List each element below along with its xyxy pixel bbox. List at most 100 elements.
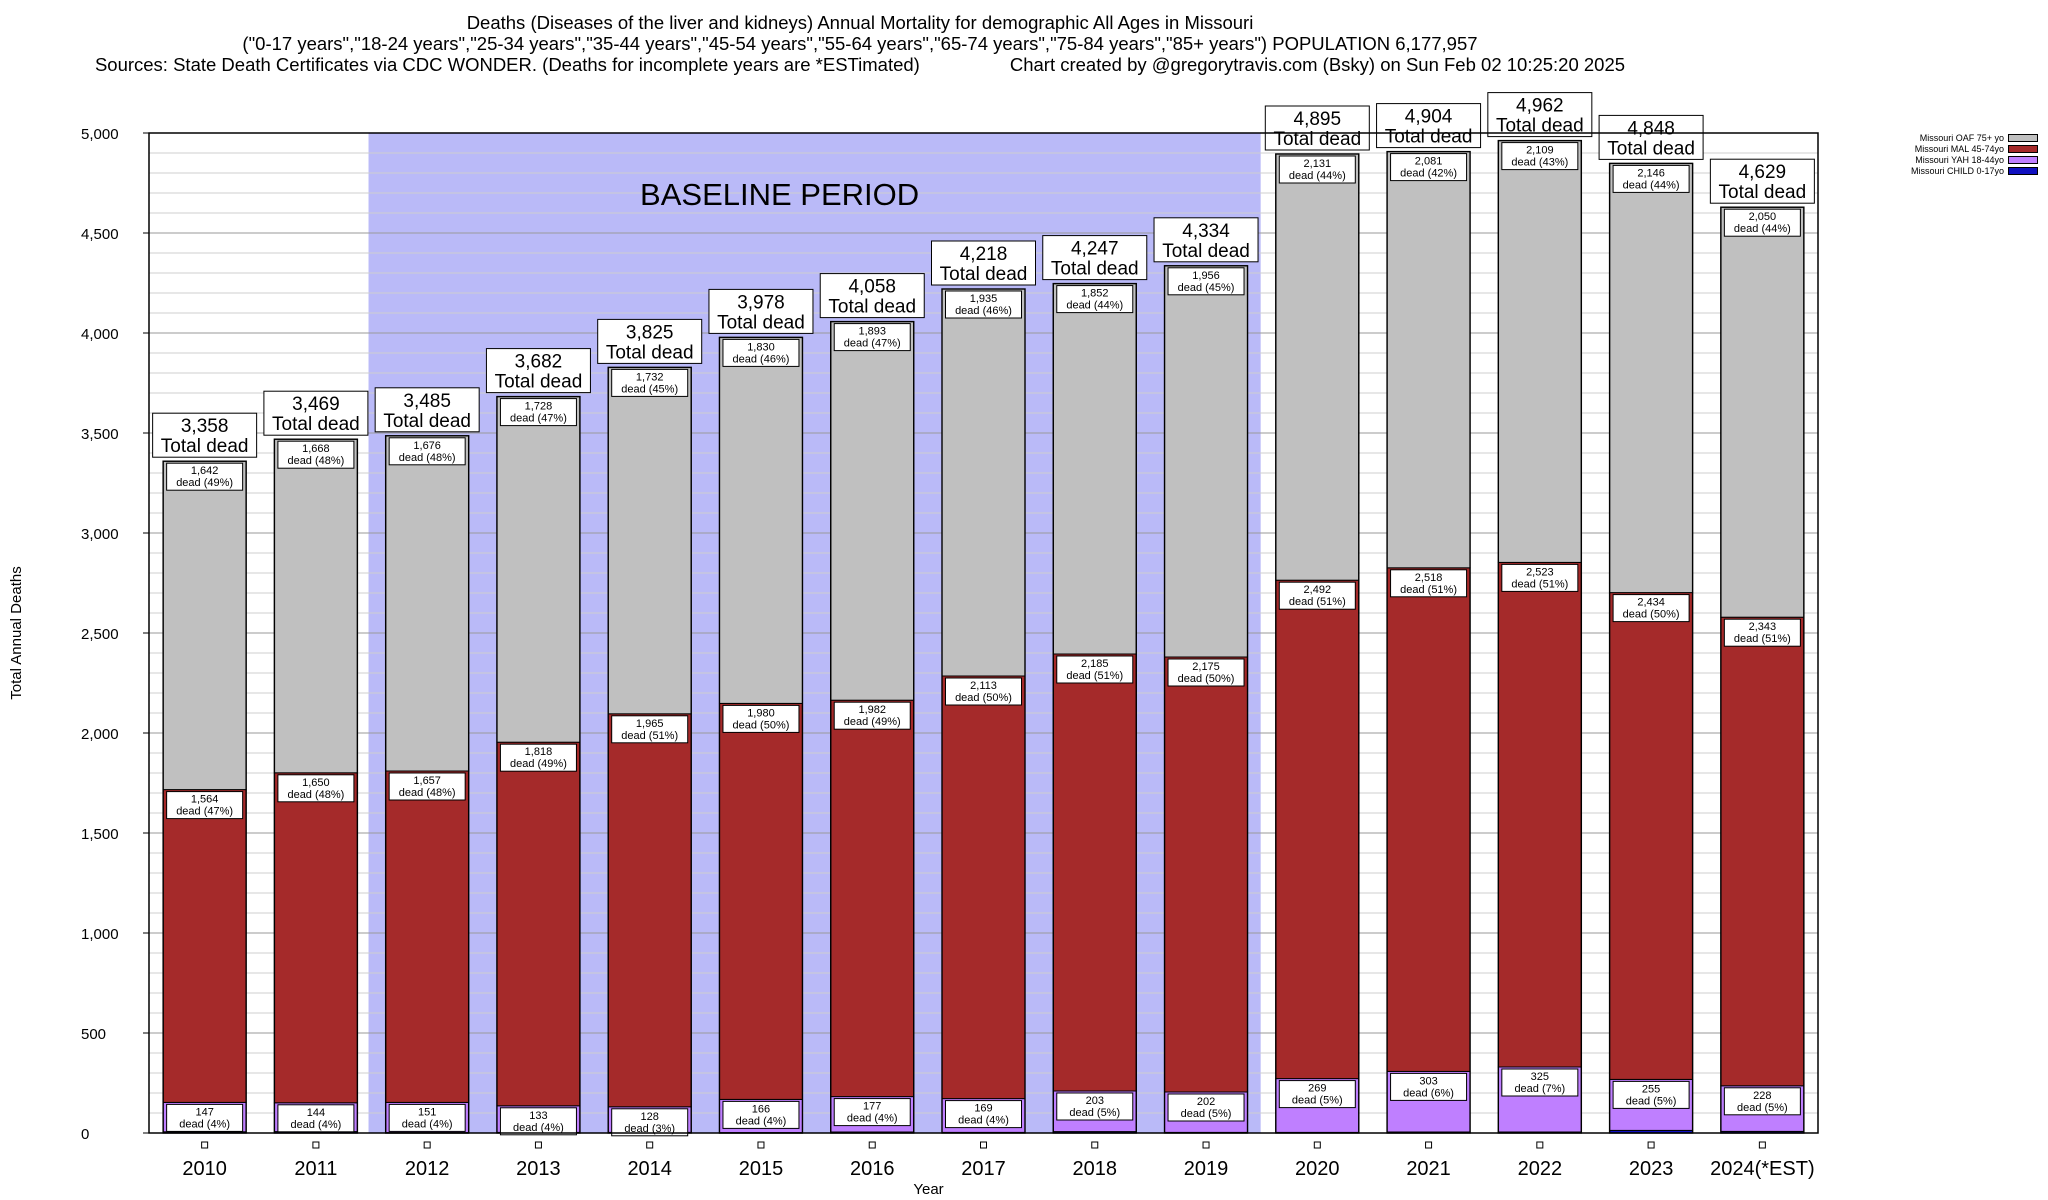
data-label-box bbox=[722, 704, 800, 733]
data-label-percent: dead (4%) bbox=[291, 1119, 342, 1131]
x-tick-label: 2014 bbox=[627, 1158, 672, 1180]
x-tick-label: 2023 bbox=[1629, 1158, 1674, 1180]
total-label-suffix: Total dead bbox=[940, 264, 1028, 285]
bar-segment bbox=[830, 699, 915, 1098]
data-label-value: 303 bbox=[1419, 1075, 1437, 1087]
total-label-suffix: Total dead bbox=[272, 414, 360, 435]
bar-segment bbox=[1164, 656, 1249, 1093]
data-label-percent: dead (3%) bbox=[624, 1123, 675, 1135]
data-label-value: 1,893 bbox=[858, 326, 886, 338]
data-label-box bbox=[1501, 1068, 1579, 1097]
total-label-box bbox=[1598, 114, 1704, 160]
data-label-value: 1,668 bbox=[302, 443, 330, 455]
total-label-box bbox=[1153, 217, 1259, 263]
data-label-value: 166 bbox=[752, 1103, 770, 1115]
data-label-box bbox=[1056, 1092, 1134, 1121]
title-line-1: Deaths (Diseases of the liver and kidney… bbox=[466, 12, 1254, 33]
bar-segment bbox=[607, 713, 692, 1108]
data-label-value: 2,185 bbox=[1081, 658, 1109, 670]
total-label-suffix: Total dead bbox=[1607, 138, 1695, 159]
total-label-suffix: Total dead bbox=[495, 372, 583, 393]
bar-segment bbox=[385, 770, 470, 1103]
data-label-value: 151 bbox=[418, 1106, 436, 1118]
x-tick-label: 2011 bbox=[294, 1158, 337, 1180]
bar-segment bbox=[1164, 265, 1249, 658]
data-label-box bbox=[499, 1107, 577, 1136]
data-label-percent: dead (7%) bbox=[1514, 1083, 1565, 1095]
data-label-percent: dead (44%) bbox=[1289, 170, 1346, 182]
data-label-percent: dead (4%) bbox=[513, 1122, 564, 1134]
data-label-value: 2,081 bbox=[1415, 156, 1443, 168]
data-label-percent: dead (44%) bbox=[1066, 300, 1123, 312]
data-label-percent: dead (48%) bbox=[399, 787, 456, 799]
total-label-value: 4,962 bbox=[1516, 96, 1564, 117]
legend-label: Missouri CHILD 0-17yo bbox=[1910, 165, 2004, 176]
total-label-suffix: Total dead bbox=[1162, 241, 1250, 262]
chart-title: Deaths (Diseases of the liver and kidney… bbox=[0, 12, 1720, 75]
total-label-suffix: Total dead bbox=[1051, 259, 1139, 280]
data-label-percent: dead (47%) bbox=[176, 806, 233, 818]
data-label-box bbox=[1501, 563, 1579, 592]
x-tick-label: 2022 bbox=[1518, 1158, 1563, 1180]
data-label-percent: dead (5%) bbox=[1292, 1095, 1343, 1107]
data-label-box bbox=[833, 701, 911, 730]
legend-item-mal: Missouri MAL 45-74yo bbox=[1888, 143, 2038, 154]
data-label-percent: dead (51%) bbox=[1734, 633, 1791, 645]
data-label-box bbox=[1056, 285, 1134, 314]
data-label-value: 1,982 bbox=[858, 704, 886, 716]
bar-segment bbox=[941, 288, 1026, 677]
bar-segment bbox=[941, 675, 1026, 1100]
x-tick-label: 2018 bbox=[1073, 1158, 1118, 1180]
data-label-value: 128 bbox=[641, 1111, 659, 1123]
data-label-box bbox=[945, 290, 1022, 319]
legend-swatch bbox=[2008, 144, 2038, 153]
data-label-percent: dead (45%) bbox=[1178, 282, 1235, 294]
data-label-percent: dead (4%) bbox=[179, 1118, 230, 1130]
total-label-box bbox=[597, 318, 703, 364]
data-label-value: 1,965 bbox=[636, 718, 664, 730]
y-tick-label: 1,500 bbox=[81, 826, 119, 843]
data-label-percent: dead (51%) bbox=[1289, 596, 1346, 608]
data-label-box bbox=[611, 368, 689, 397]
data-label-box bbox=[166, 462, 244, 491]
x-tick-label: 2024(*EST) bbox=[1710, 1158, 1815, 1180]
bar-segment bbox=[1720, 206, 1805, 618]
data-label-value: 2,518 bbox=[1415, 572, 1443, 584]
legend-item-child: Missouri CHILD 0-17yo bbox=[1888, 165, 2038, 176]
total-label-box bbox=[263, 390, 369, 436]
data-label-percent: dead (44%) bbox=[1734, 223, 1791, 235]
x-marker bbox=[646, 1141, 654, 1149]
data-label-percent: dead (51%) bbox=[621, 730, 678, 742]
data-label-box bbox=[833, 323, 911, 352]
data-label-box bbox=[277, 1104, 355, 1133]
bar-segment bbox=[1275, 153, 1360, 581]
data-label-value: 1,657 bbox=[413, 775, 441, 787]
x-marker bbox=[868, 1141, 876, 1149]
y-tick-label: 5,000 bbox=[81, 126, 119, 143]
title-line-2: ("0-17 years","18-24 years","25-34 years… bbox=[242, 33, 1478, 54]
data-label-box bbox=[722, 1100, 800, 1129]
x-tick-label: 2012 bbox=[405, 1158, 450, 1180]
data-label-value: 1,732 bbox=[636, 371, 664, 383]
x-tick-label: 2019 bbox=[1184, 1158, 1229, 1180]
data-label-value: 1,830 bbox=[747, 341, 775, 353]
data-label-box bbox=[499, 398, 577, 427]
total-label-value: 3,358 bbox=[181, 416, 229, 437]
data-label-value: 202 bbox=[1197, 1096, 1215, 1108]
total-label-box bbox=[1709, 158, 1815, 204]
data-label-box bbox=[611, 715, 689, 744]
x-axis-label: Year bbox=[913, 1181, 943, 1198]
data-label-value: 1,650 bbox=[302, 777, 330, 789]
title-sources: Sources: State Death Certificates via CD… bbox=[94, 54, 920, 75]
bar-segment bbox=[273, 772, 358, 1104]
y-tick-label: 500 bbox=[81, 1026, 106, 1043]
data-label-percent: dead (44%) bbox=[1623, 179, 1680, 191]
data-label-box bbox=[499, 743, 577, 772]
x-marker bbox=[1425, 1141, 1433, 1149]
data-label-box bbox=[1723, 618, 1801, 647]
data-label-percent: dead (42%) bbox=[1400, 168, 1457, 180]
y-tick-label: 3,000 bbox=[81, 526, 119, 543]
data-label-value: 1,676 bbox=[413, 440, 441, 452]
bar-segment bbox=[1720, 616, 1805, 1087]
data-label-value: 1,935 bbox=[970, 293, 998, 305]
